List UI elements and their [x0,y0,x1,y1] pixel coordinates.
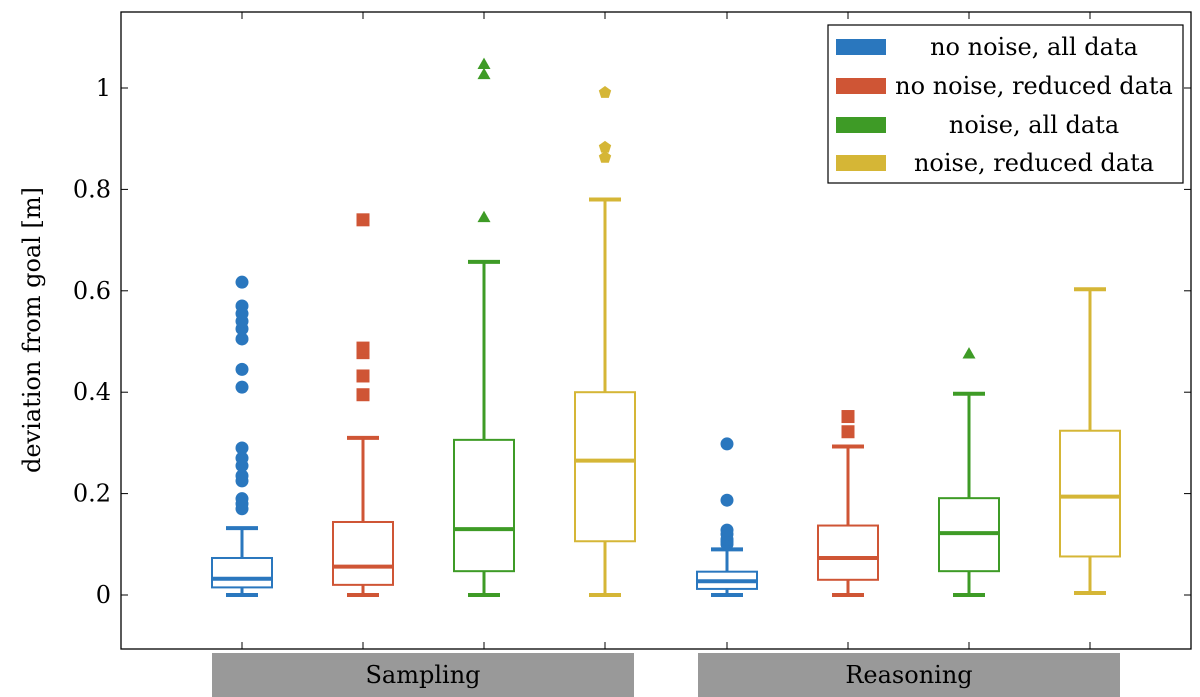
outlier-point [235,275,249,289]
y-tick-label: 1 [96,74,111,102]
legend: no noise, all data no noise, reduced data… [827,24,1184,184]
box-sampling [211,275,273,597]
legend-entry: noise, reduced data [836,149,1154,177]
outlier-point [477,67,491,80]
outlier-point [720,437,734,451]
outlier-point [598,86,612,98]
box-reasoning [1059,287,1121,595]
group-label-sampling: Sampling [212,653,634,697]
group-label-text: Sampling [365,661,480,689]
outlier-point [720,523,734,537]
legend-label: no noise, reduced data [895,72,1173,100]
legend-swatch [836,78,886,94]
y-axis: 0 0.2 0.4 0.6 0.8 1 [73,74,1191,609]
outlier-point [477,57,491,70]
outlier-point [598,150,612,163]
legend-label: noise, all data [949,111,1119,139]
iqr-box [332,520,394,586]
y-tick-label: 0 [96,581,111,609]
y-tick-label: 0.4 [73,378,111,406]
box-sampling [453,57,515,597]
outlier-point [477,210,491,223]
outlier-point [962,347,976,359]
iqr-box [1059,429,1121,558]
legend-entry: no noise, reduced data [836,72,1173,100]
outlier-point [598,140,612,153]
iqr-box [817,524,879,581]
outlier-point [720,493,734,507]
outlier-point [235,299,249,313]
outlier-point [841,425,855,439]
legend-swatch [836,155,886,171]
plot-layer [211,12,1121,649]
iqr-box [574,391,636,543]
outlier-point [235,362,249,376]
y-tick-label: 0.6 [73,277,111,305]
y-axis-label: deviation from goal [m] [18,187,46,473]
y-tick-label: 0.2 [73,480,111,508]
group-label-background [212,653,634,697]
outlier-point [356,369,370,383]
box-reasoning [696,437,758,597]
outlier-point [356,388,370,402]
box-reasoning [817,410,879,597]
box-sampling [332,213,394,597]
plot-frame [120,11,1192,650]
group-label-background [698,653,1120,697]
outlier-point [235,332,249,346]
legend-label: noise, reduced data [914,149,1154,177]
outlier-point [235,380,249,394]
outlier-point [235,469,249,483]
box-reasoning [938,347,1000,597]
legend-swatch [836,39,886,55]
legend-entry: noise, all data [836,111,1119,139]
legend-entry: no noise, all data [836,33,1138,61]
legend-frame [827,24,1184,184]
outlier-point [235,492,249,506]
box-sampling [574,86,636,597]
outlier-point [356,341,370,355]
legend-label: no noise, all data [930,33,1138,61]
group-label-reasoning: Reasoning [698,653,1120,697]
outlier-point [356,213,370,227]
legend-swatch [836,117,886,133]
group-labels: Sampling Reasoning [212,653,1120,697]
outlier-point [235,451,249,465]
iqr-box [453,438,515,573]
outlier-point [841,410,855,424]
iqr-box [211,556,273,589]
y-tick-label: 0.8 [73,175,111,203]
outlier-point [235,441,249,455]
group-label-text: Reasoning [845,661,972,689]
